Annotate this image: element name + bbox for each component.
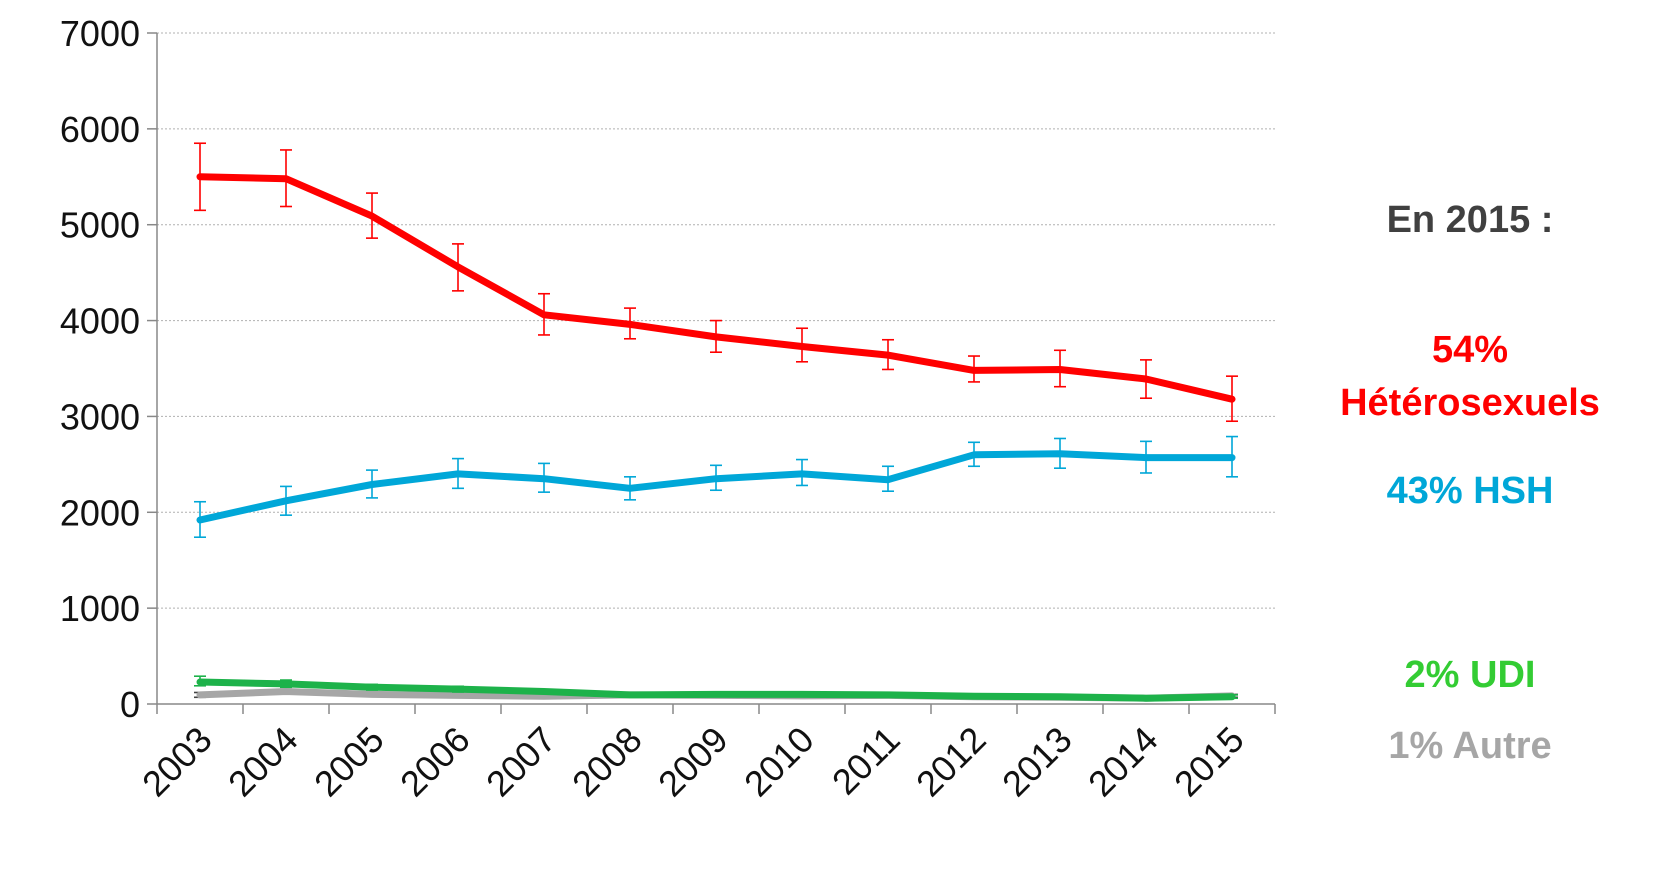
y-tick-label: 2000 — [60, 492, 140, 533]
series-line — [196, 678, 1236, 702]
x-tick-label: 2012 — [908, 719, 994, 805]
annotation-hetero-pct: 54% — [1432, 329, 1508, 371]
y-tick-label: 0 — [120, 684, 140, 725]
series-line — [196, 450, 1236, 524]
x-tick-label: 2006 — [392, 719, 478, 805]
x-tick-label: 2014 — [1080, 719, 1166, 805]
series-line — [196, 173, 1236, 403]
x-tick-label: 2007 — [478, 719, 564, 805]
annotation-hsh: 43% HSH — [1387, 470, 1554, 512]
series-group — [194, 142, 1238, 702]
y-tick-label: 7000 — [60, 13, 140, 54]
y-tick-label: 6000 — [60, 109, 140, 150]
x-tick-label: 2010 — [736, 719, 822, 805]
x-axis-ticks: 2003 2004 2005 2006 2007 2008 2009 2010 2011 2012… — [134, 719, 1252, 805]
annotation-heading: En 2015 : — [1387, 199, 1554, 241]
y-tick-label: 1000 — [60, 588, 140, 629]
series-2 — [194, 675, 1238, 702]
x-tick-label: 2015 — [1166, 719, 1252, 805]
series-1 — [194, 435, 1238, 539]
x-tick-label: 2005 — [306, 719, 392, 805]
axes — [147, 32, 1276, 714]
y-tick-label: 5000 — [60, 205, 140, 246]
y-tick-label: 4000 — [60, 301, 140, 342]
y-tick-label: 3000 — [60, 396, 140, 437]
annotation-hetero-label: Hétérosexuels — [1340, 382, 1600, 424]
x-tick-label: 2011 — [824, 719, 908, 803]
annotation-autre: 1% Autre — [1388, 725, 1551, 767]
x-tick-label: 2013 — [994, 719, 1080, 805]
x-tick-label: 2009 — [650, 719, 736, 805]
x-tick-label: 2004 — [220, 719, 306, 805]
annotations: En 2015 : 54% Hétérosexuels 43% HSH 2% U… — [1340, 199, 1600, 767]
x-tick-label: 2003 — [134, 719, 220, 805]
series-0 — [194, 142, 1238, 423]
x-tick-label: 2008 — [564, 719, 650, 805]
annotation-udi: 2% UDI — [1405, 654, 1536, 696]
y-axis-ticks: 0 1000 2000 3000 4000 5000 6000 7000 — [60, 13, 140, 725]
